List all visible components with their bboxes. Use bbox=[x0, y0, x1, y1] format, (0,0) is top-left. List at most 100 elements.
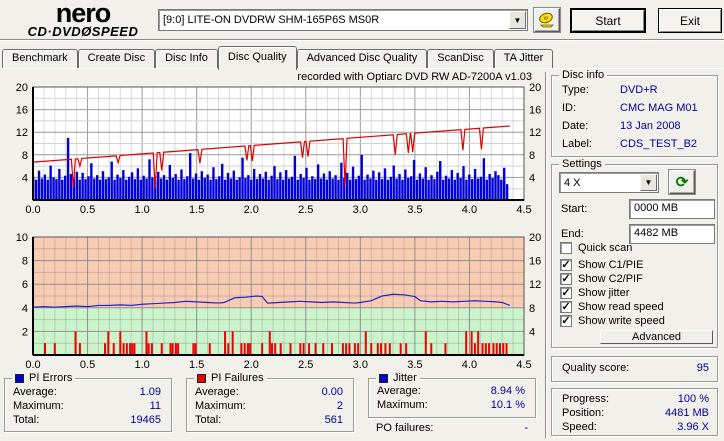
disc-type-value: DVD+R bbox=[620, 84, 658, 96]
vertical-divider bbox=[545, 72, 547, 438]
progress-value: 100 % bbox=[677, 393, 709, 405]
disc-label-value: CDS_TEST_B2 bbox=[620, 138, 698, 150]
svg-text:3.0: 3.0 bbox=[353, 204, 368, 216]
logo-nero-text: nero bbox=[55, 0, 112, 28]
checkbox-box[interactable]: ✓ bbox=[560, 287, 572, 299]
disc-info-title: Disc info bbox=[559, 69, 608, 81]
logo-cdspeed-text: CD·DVDØSPEED bbox=[27, 24, 139, 39]
svg-text:4: 4 bbox=[22, 303, 28, 315]
svg-text:8: 8 bbox=[529, 150, 535, 162]
jitter-swatch-icon bbox=[379, 373, 388, 383]
svg-text:12: 12 bbox=[16, 127, 28, 139]
topbar-divider bbox=[0, 39, 724, 41]
svg-text:0.5: 0.5 bbox=[80, 359, 95, 371]
svg-text:2: 2 bbox=[22, 326, 28, 338]
start-position-field[interactable]: 0000 MB bbox=[629, 199, 715, 219]
pi-errors-title: PI Errors bbox=[29, 372, 73, 384]
progress-label: Progress: bbox=[562, 393, 610, 405]
po-failures-row: PO failures: - bbox=[376, 422, 528, 434]
settings-title: Settings bbox=[559, 158, 605, 170]
end-position-field[interactable]: 4482 MB bbox=[629, 224, 715, 244]
chart-title: recorded with Optiarc DVD RW AD-7200A v1… bbox=[297, 71, 532, 83]
svg-text:0.0: 0.0 bbox=[25, 359, 40, 371]
svg-text:20: 20 bbox=[529, 232, 541, 244]
speed-value: 3.96 X bbox=[677, 421, 709, 433]
disc-icon: Ø bbox=[81, 24, 92, 39]
tab-disc-quality[interactable]: Disc Quality bbox=[217, 46, 297, 70]
disc-type-label: Type: bbox=[562, 84, 589, 96]
refresh-button[interactable]: ⟳ bbox=[669, 170, 695, 194]
svg-text:2.5: 2.5 bbox=[298, 204, 313, 216]
nero-logo: nero CD·DVDØSPEED bbox=[8, 0, 158, 39]
jitter-title: Jitter bbox=[393, 372, 417, 384]
tab-advanced-disc-quality[interactable]: Advanced Disc Quality bbox=[296, 49, 428, 68]
quality-score-group: Quality score: 95 bbox=[551, 356, 718, 382]
svg-text:4: 4 bbox=[529, 172, 535, 184]
svg-text:8: 8 bbox=[22, 150, 28, 162]
show-read-speed-checkbox[interactable]: ✓ Show read speed bbox=[560, 301, 664, 313]
show-c1-pie-checkbox[interactable]: ✓ Show C1/PIE bbox=[560, 259, 644, 271]
svg-text:1.0: 1.0 bbox=[134, 204, 149, 216]
end-position-label: End: bbox=[561, 228, 584, 240]
svg-text:4.0: 4.0 bbox=[462, 204, 477, 216]
disc-label-label: Label: bbox=[562, 138, 592, 150]
svg-text:2.0: 2.0 bbox=[244, 359, 259, 371]
charts-svg: 4 4 8 8 12 12 16 16 20 20 0.0 0.5 1.0 1.5 2.0 2.5 3.0 3.5… bbox=[16, 82, 542, 371]
svg-text:12: 12 bbox=[529, 127, 541, 139]
tab-ta-jitter[interactable]: TA Jitter bbox=[493, 49, 554, 68]
chevron-down-icon[interactable]: ▼ bbox=[640, 174, 657, 191]
svg-text:12: 12 bbox=[529, 279, 541, 291]
start-position-label: Start: bbox=[561, 203, 588, 215]
svg-text:20: 20 bbox=[16, 82, 28, 94]
pi-errors-swatch-icon bbox=[15, 373, 24, 383]
svg-text:4.0: 4.0 bbox=[462, 359, 477, 371]
show-write-speed-checkbox[interactable]: ✓ Show write speed bbox=[560, 315, 665, 327]
disc-id-value: CMC MAG M01 bbox=[620, 102, 698, 114]
scan-speed-select[interactable]: 4 X ▼ bbox=[559, 172, 659, 193]
svg-text:4: 4 bbox=[529, 326, 535, 338]
disc-info-group: Disc info Type: DVD+R ID: CMC MAG M01 Da… bbox=[551, 69, 718, 157]
show-jitter-checkbox[interactable]: ✓ Show jitter bbox=[560, 287, 630, 299]
jitter-group: Jitter Average: 8.94 % Maximum: 10.1 % bbox=[368, 372, 536, 418]
drive-select[interactable]: [9:0] LITE-ON DVDRW SHM-165P6S MS0R ▼ bbox=[158, 9, 528, 31]
advanced-button[interactable]: Advanced bbox=[600, 330, 713, 344]
svg-text:20: 20 bbox=[529, 82, 541, 94]
checkbox-box[interactable]: ✓ bbox=[560, 315, 572, 327]
svg-text:16: 16 bbox=[529, 105, 541, 117]
svg-text:8: 8 bbox=[529, 303, 535, 315]
pi-errors-group: PI Errors Average: 1.09 Maximum: 11 Total:… bbox=[4, 372, 172, 432]
tab-content-border bbox=[0, 68, 724, 69]
tab-scandisc[interactable]: ScanDisc bbox=[427, 49, 494, 68]
po-failures-value: - bbox=[524, 422, 528, 434]
quality-score-label: Quality score: bbox=[562, 362, 630, 374]
svg-text:3.5: 3.5 bbox=[407, 359, 422, 371]
settings-group: Settings bbox=[551, 158, 718, 348]
pi-failures-swatch-icon bbox=[197, 373, 206, 383]
checkbox-box[interactable] bbox=[560, 242, 572, 254]
svg-text:1.0: 1.0 bbox=[134, 359, 149, 371]
tab-benchmark[interactable]: Benchmark bbox=[2, 49, 78, 68]
checkbox-box[interactable]: ✓ bbox=[560, 259, 572, 271]
position-value: 4481 MB bbox=[664, 407, 709, 419]
exit-button[interactable]: Exit bbox=[658, 8, 722, 33]
svg-text:2.0: 2.0 bbox=[244, 204, 259, 216]
svg-text:4.5: 4.5 bbox=[516, 359, 531, 371]
svg-text:10: 10 bbox=[16, 232, 28, 244]
start-button[interactable]: Start bbox=[570, 8, 646, 33]
svg-text:1.5: 1.5 bbox=[189, 359, 204, 371]
checkbox-box[interactable]: ✓ bbox=[560, 273, 572, 285]
disc-date-label: Date: bbox=[562, 120, 589, 132]
eject-button[interactable] bbox=[534, 8, 560, 32]
tab-create-disc[interactable]: Create Disc bbox=[77, 49, 156, 68]
tab-disc-info[interactable]: Disc Info bbox=[155, 49, 218, 68]
tab-strip: Benchmark Create Disc Disc Info Disc Qua… bbox=[2, 46, 554, 70]
chevron-down-icon[interactable]: ▼ bbox=[509, 11, 526, 29]
po-failures-label: PO failures: bbox=[376, 422, 434, 434]
drive-select-value: [9:0] LITE-ON DVDRW SHM-165P6S MS0R bbox=[163, 14, 380, 26]
checkbox-box[interactable]: ✓ bbox=[560, 301, 572, 313]
refresh-icon: ⟳ bbox=[675, 174, 689, 191]
position-label: Position: bbox=[562, 407, 605, 419]
show-c2-pif-checkbox[interactable]: ✓ Show C2/PIF bbox=[560, 273, 643, 285]
quick-scan-checkbox[interactable]: Quick scan bbox=[560, 242, 632, 254]
